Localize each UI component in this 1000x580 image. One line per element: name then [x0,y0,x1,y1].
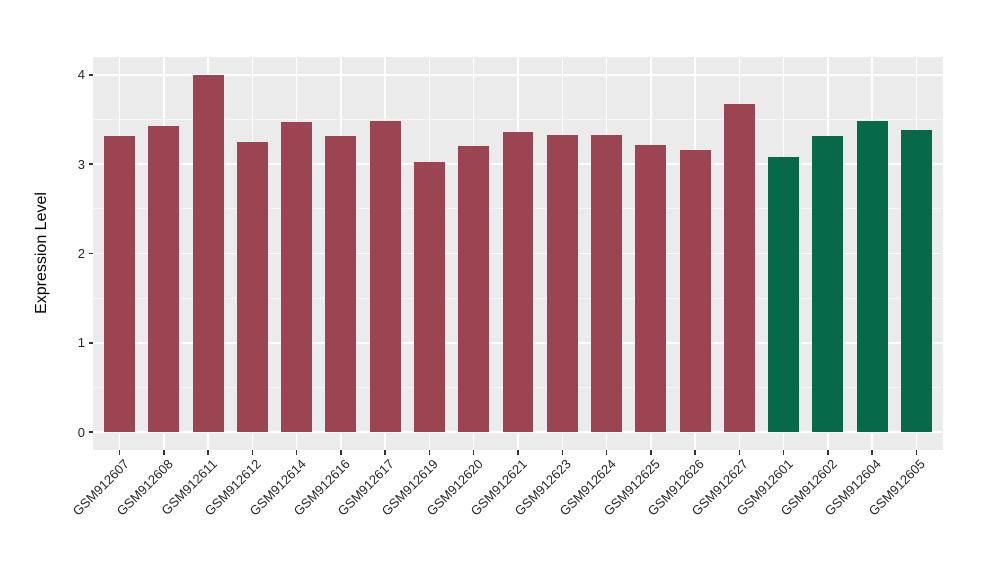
y-tick-mark [89,252,93,255]
y-tick-mark [89,74,93,76]
y-tick-label: 1 [77,335,85,351]
bar [591,134,623,433]
y-tick-mark [89,342,93,344]
x-tick-mark [517,450,519,455]
bar [812,135,844,433]
y-tick-label: 0 [77,424,85,440]
x-tick-mark [561,450,564,455]
bar [369,121,401,433]
x-tick-mark [118,450,121,455]
bar [502,132,534,433]
y-tick-label: 3 [77,156,85,172]
x-tick-mark [782,450,785,455]
x-tick-mark [163,450,165,455]
bar [635,144,667,433]
bar [458,146,490,433]
x-tick-mark [472,450,475,455]
bar [236,141,268,433]
bar [413,161,445,433]
bar [723,104,755,433]
x-tick-mark [915,450,918,455]
plot-panel [93,57,943,450]
x-tick-mark [650,450,652,455]
bar [856,121,888,433]
x-tick-mark [738,450,741,455]
x-tick-mark [295,450,298,455]
x-tick-mark [384,450,386,455]
bar [768,157,800,433]
x-tick-mark [871,450,873,455]
x-tick-mark [251,450,254,455]
bar [148,125,180,433]
y-tick-mark [89,163,93,165]
y-axis-title: Expression Level [33,192,50,314]
y-tick-label: 4 [77,67,85,83]
bar [192,74,224,433]
bar [900,130,932,433]
y-tick-mark [89,431,93,433]
x-tick-mark [827,450,829,455]
bar [104,136,136,433]
x-tick-mark [428,450,431,455]
bar [546,134,578,433]
x-tick-mark [207,450,209,455]
bar [281,122,313,433]
x-tick-mark [340,450,342,455]
bar [325,136,357,433]
x-tick-mark [605,450,608,455]
x-tick-mark [694,450,696,455]
bar [679,149,711,433]
y-tick-label: 2 [77,246,85,261]
